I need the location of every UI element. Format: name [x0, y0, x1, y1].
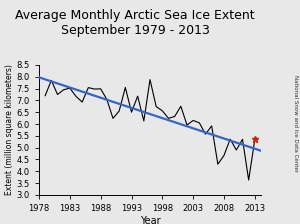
- Text: Average Monthly Arctic Sea Ice Extent
September 1979 - 2013: Average Monthly Arctic Sea Ice Extent Se…: [15, 9, 255, 37]
- X-axis label: Year: Year: [140, 216, 160, 224]
- Text: National Snow and Ice Data Center: National Snow and Ice Data Center: [293, 75, 298, 172]
- Y-axis label: Extent (million square kilometers): Extent (million square kilometers): [5, 65, 14, 195]
